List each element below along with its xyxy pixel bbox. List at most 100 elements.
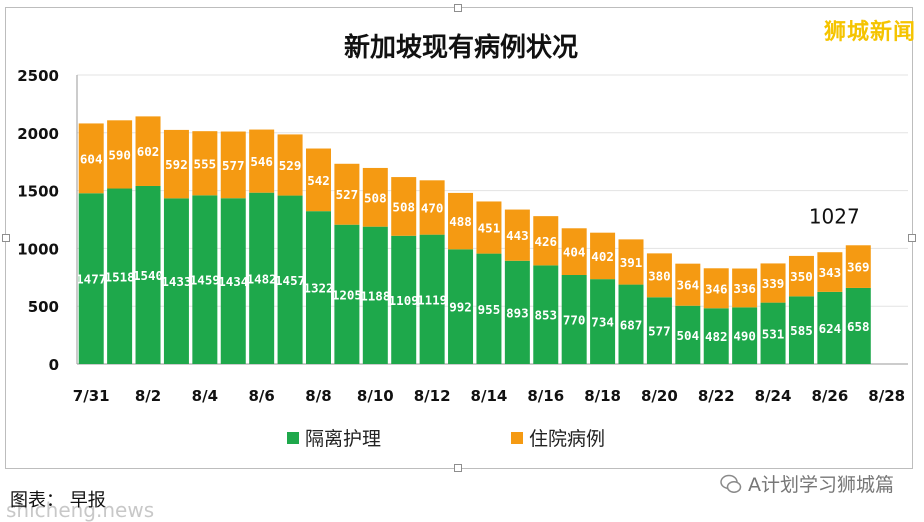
data-label-isolation: 658 xyxy=(847,319,870,334)
bar-8/25-hospital xyxy=(788,255,814,297)
x-tick-label: 8/4 xyxy=(192,387,218,405)
bar-8/13-isolation xyxy=(448,249,474,364)
y-tick-label: 1500 xyxy=(17,183,59,201)
data-label-hospital: 391 xyxy=(620,255,643,270)
data-label-hospital: 346 xyxy=(705,281,728,296)
bar-8/18-hospital xyxy=(590,232,616,280)
data-label-isolation: 770 xyxy=(563,312,586,327)
data-label-hospital: 451 xyxy=(478,221,501,236)
resize-handle-left[interactable] xyxy=(2,234,10,242)
data-label-isolation: 585 xyxy=(790,323,813,338)
bar-8/3-hospital xyxy=(163,129,189,199)
bar-8/7-isolation xyxy=(277,195,303,364)
data-label-hospital: 508 xyxy=(392,199,415,214)
bar-8/4-hospital xyxy=(192,131,218,196)
bar-8/6-hospital xyxy=(249,129,275,193)
legend-label: 隔离护理 xyxy=(305,428,381,450)
bar-8/19-hospital xyxy=(618,239,644,285)
data-label-hospital: 402 xyxy=(591,249,614,264)
bar-8/11-isolation xyxy=(391,235,417,364)
x-tick-label: 8/14 xyxy=(471,387,508,405)
resize-handle-bottom[interactable] xyxy=(454,464,462,472)
data-label-isolation: 893 xyxy=(506,305,529,320)
bar-8/24-isolation xyxy=(760,302,786,364)
bar-8/2-hospital xyxy=(135,116,161,186)
x-tick-label: 8/26 xyxy=(811,387,848,405)
data-label-isolation: 1457 xyxy=(275,273,305,288)
bar-8/26-isolation xyxy=(817,291,843,364)
bar-8/10-hospital xyxy=(362,167,388,227)
data-label-isolation: 490 xyxy=(733,329,756,344)
data-label-isolation: 624 xyxy=(819,321,842,336)
bar-8/13-hospital xyxy=(448,192,474,250)
bar-8/15-isolation xyxy=(504,260,530,364)
data-label-isolation: 1482 xyxy=(247,271,277,286)
bars xyxy=(78,116,871,364)
x-tick-label: 8/2 xyxy=(135,387,161,405)
bar-8/8-isolation xyxy=(305,211,331,364)
x-tick-label: 8/16 xyxy=(527,387,564,405)
total-annotation: 1027 xyxy=(809,204,860,228)
data-label-isolation: 687 xyxy=(620,317,643,332)
x-tick-label: 7/31 xyxy=(73,387,110,405)
bar-8/25-isolation xyxy=(788,296,814,364)
bar-8/26-hospital xyxy=(817,252,843,292)
x-tick-label: 8/24 xyxy=(755,387,792,405)
bar-8/22-isolation xyxy=(703,308,729,364)
data-label-hospital: 508 xyxy=(364,190,387,205)
bar-8/5-hospital xyxy=(220,131,246,199)
data-label-hospital: 546 xyxy=(250,154,273,169)
data-label-isolation: 482 xyxy=(705,329,728,344)
bar-8/19-isolation xyxy=(618,284,644,364)
data-label-hospital: 527 xyxy=(336,187,359,202)
data-label-isolation: 1518 xyxy=(105,269,135,284)
bar-8/10-isolation xyxy=(362,226,388,364)
data-label-isolation: 734 xyxy=(591,315,614,330)
bar-8/23-hospital xyxy=(732,268,758,308)
bar-8/23-isolation xyxy=(732,307,758,364)
data-label-hospital: 343 xyxy=(819,265,842,280)
x-tick-label: 8/22 xyxy=(698,387,735,405)
data-label-hospital: 364 xyxy=(677,278,700,293)
data-label-hospital: 380 xyxy=(648,268,671,283)
data-label-isolation: 1119 xyxy=(417,292,447,307)
data-label-isolation: 955 xyxy=(478,302,501,317)
data-labels: 1477 604 1518 590 1540 602 1433 592 1459 555 1434 5… xyxy=(76,144,869,344)
bar-8/17-isolation xyxy=(561,274,587,364)
data-label-hospital: 350 xyxy=(790,269,813,284)
data-label-hospital: 529 xyxy=(279,158,302,173)
data-label-hospital: 592 xyxy=(165,157,188,172)
data-label-isolation: 1188 xyxy=(360,288,390,303)
data-label-hospital: 443 xyxy=(506,228,529,243)
bar-8/17-hospital xyxy=(561,228,587,275)
data-label-isolation: 1459 xyxy=(190,273,220,288)
bar-8/15-hospital xyxy=(504,209,530,261)
bar-8/14-hospital xyxy=(476,201,502,254)
data-label-hospital: 602 xyxy=(137,144,160,159)
resize-handle-right[interactable] xyxy=(908,234,916,242)
legend-label: 住院病例 xyxy=(529,428,605,450)
x-tick-label: 8/10 xyxy=(357,387,394,405)
bar-8/12-isolation xyxy=(419,234,445,364)
bar-8/27-hospital xyxy=(845,245,871,288)
legend-swatch xyxy=(287,432,299,444)
x-tick-label: 8/12 xyxy=(414,387,451,405)
watermark-logo-text: 狮城新闻 xyxy=(823,20,916,45)
bar-7/31-hospital xyxy=(78,123,104,194)
bar-7/31-isolation xyxy=(78,193,104,364)
bar-8/1-hospital xyxy=(107,120,133,189)
chart-title: 新加坡现有病例状况 xyxy=(344,32,578,63)
data-label-hospital: 470 xyxy=(421,200,444,215)
bar-8/22-hospital xyxy=(703,268,729,309)
footer-credit-text: A计划学习狮城篇 xyxy=(748,474,894,496)
resize-handle-top[interactable] xyxy=(454,4,462,12)
bar-8/2-isolation xyxy=(135,185,161,364)
bar-8/7-hospital xyxy=(277,134,303,196)
bar-8/4-isolation xyxy=(192,195,218,364)
bar-8/11-hospital xyxy=(391,177,417,236)
chart-source: 图表： 早报 xyxy=(10,490,106,511)
x-tick-label: 8/20 xyxy=(641,387,678,405)
data-label-hospital: 488 xyxy=(449,214,472,229)
data-label-hospital: 426 xyxy=(534,234,557,249)
